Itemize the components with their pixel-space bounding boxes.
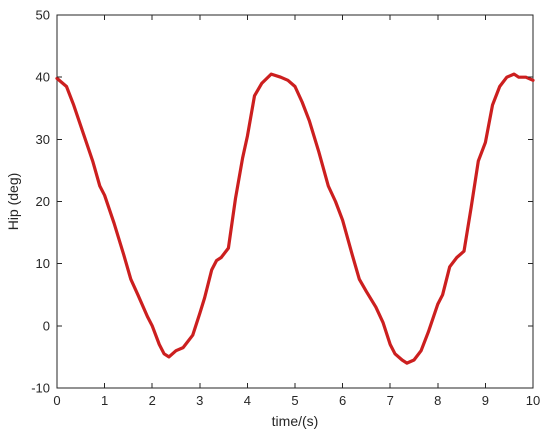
- y-axis-title: Hip (deg): [5, 173, 21, 231]
- plot-frame: [56, 14, 534, 389]
- x-tick-label: 9: [482, 393, 489, 408]
- y-tick-label: 10: [36, 256, 50, 271]
- y-tick-label: 50: [36, 8, 50, 23]
- x-tick-label: 8: [434, 393, 441, 408]
- x-tick-label: 7: [387, 393, 394, 408]
- x-tick-label: 5: [291, 393, 298, 408]
- x-axis-title: time/(s): [272, 413, 319, 429]
- plot-area: [55, 14, 535, 389]
- x-tick-label: 2: [149, 393, 156, 408]
- y-tick-label: 40: [36, 70, 50, 85]
- y-tick-label: -10: [31, 381, 50, 396]
- x-tick-label: 10: [526, 393, 540, 408]
- y-tick-label: 0: [43, 318, 50, 333]
- hip-angle-line: [55, 72, 535, 365]
- x-tick-label: 3: [196, 393, 203, 408]
- x-tick-label: 0: [53, 393, 60, 408]
- x-tick-label: 4: [244, 393, 251, 408]
- y-tick-label: 30: [36, 132, 50, 147]
- x-tick-label: 6: [339, 393, 346, 408]
- x-tick-label: 1: [101, 393, 108, 408]
- y-tick-label: 20: [36, 194, 50, 209]
